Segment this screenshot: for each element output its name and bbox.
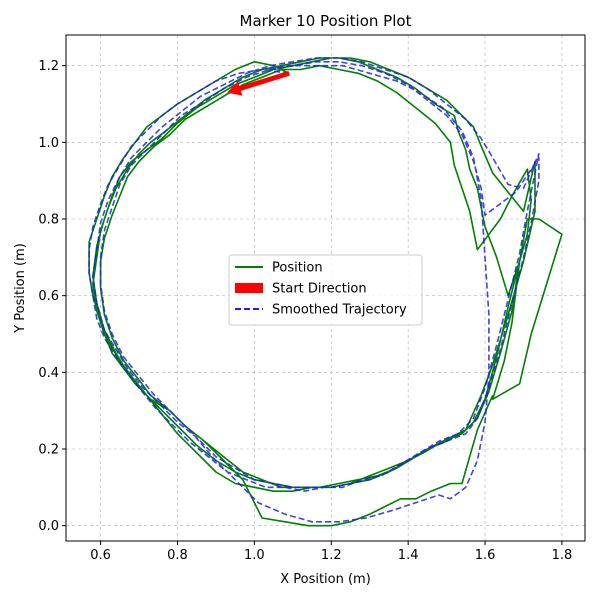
legend-position-label: Position <box>272 261 323 276</box>
x-tick-label: 0.6 <box>90 548 111 563</box>
legend-start-direction-swatch <box>235 283 263 293</box>
x-tick-label: 0.8 <box>167 548 188 563</box>
y-tick-label: 0.4 <box>38 366 59 381</box>
y-tick-label: 0.6 <box>38 289 59 304</box>
smoothed-trajectory-line <box>88 57 540 523</box>
legend-smoothed-label: Smoothed Trajectory <box>272 303 407 318</box>
axes-frame <box>65 34 586 542</box>
y-axis-label: Y Position (m) <box>13 243 28 334</box>
x-tick-label: 1.4 <box>398 548 419 563</box>
y-tick-label: 0.2 <box>38 443 59 458</box>
plot-area <box>88 57 563 527</box>
x-tick-label: 1.6 <box>475 548 496 563</box>
ticks: 0.6 0.8 1.0 1.2 1.4 1.6 1.8 0.0 0.2 0.4 0.6 0.8 1.0 1… <box>38 59 572 563</box>
chart-title: Marker 10 Position Plot <box>240 12 412 30</box>
legend-box <box>228 254 423 326</box>
y-tick-label: 0.0 <box>38 519 59 534</box>
x-tick-label: 1.8 <box>552 548 573 563</box>
y-tick-label: 1.2 <box>38 59 59 74</box>
x-axis-label: X Position (m) <box>280 572 371 587</box>
x-tick-label: 1.2 <box>321 548 342 563</box>
y-tick-label: 1.0 <box>38 136 59 151</box>
legend: Position Start Direction Smoothed Trajec… <box>228 254 423 326</box>
start-direction-arrow <box>226 70 290 96</box>
x-tick-label: 1.0 <box>244 548 265 563</box>
legend-start-direction-label: Start Direction <box>272 282 367 297</box>
y-tick-label: 0.8 <box>38 213 59 228</box>
